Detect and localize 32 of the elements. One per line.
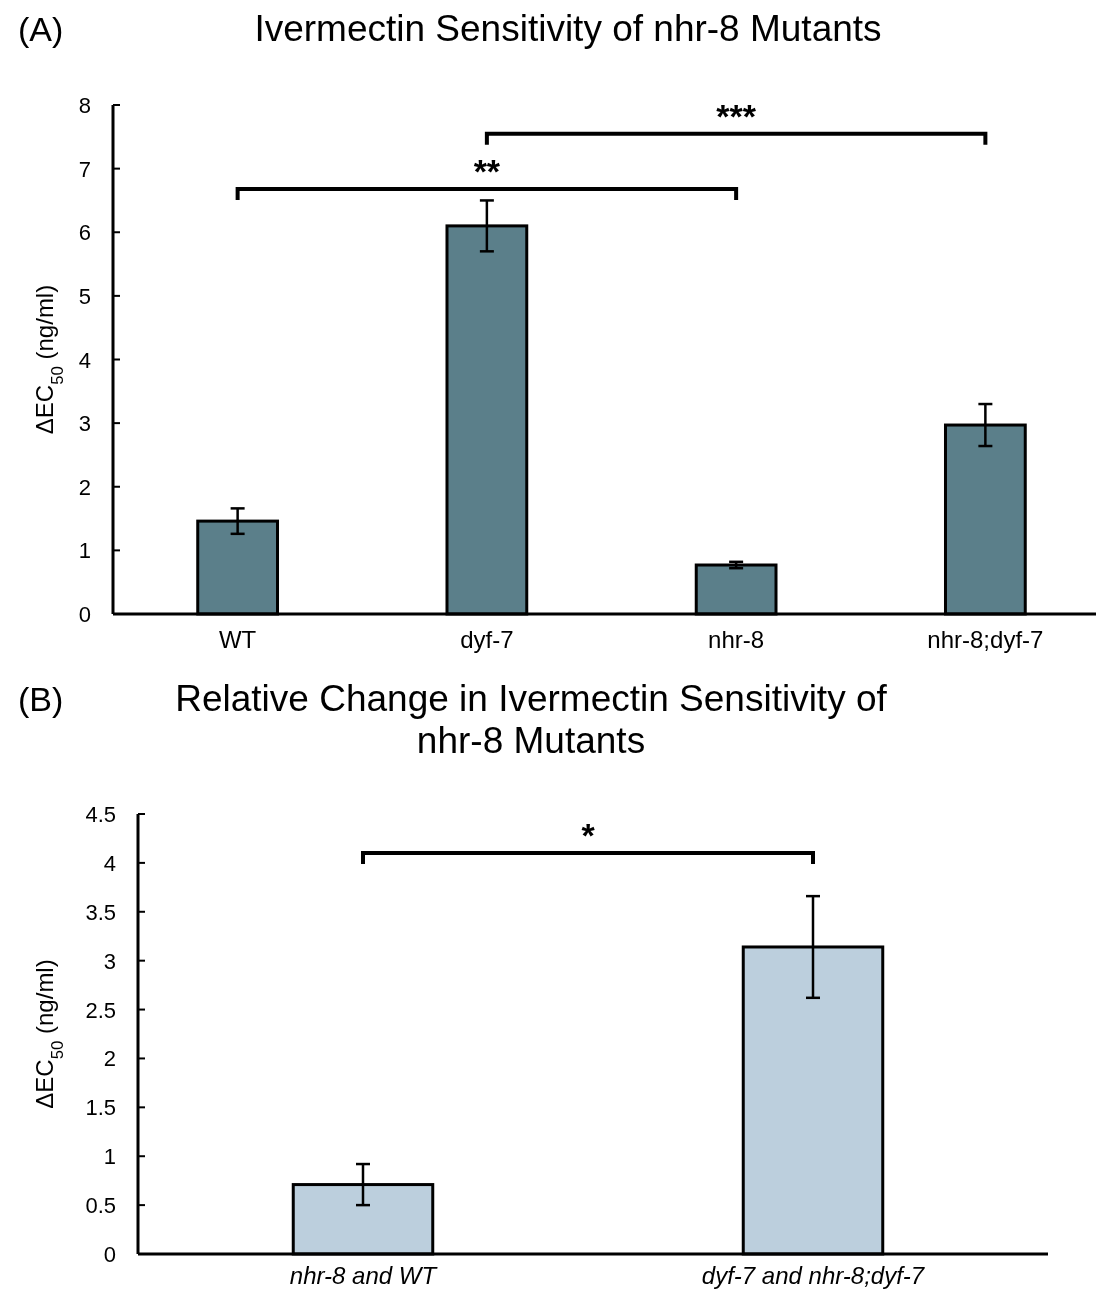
y-tick-label: 0 [78, 602, 91, 627]
y-tick-label: 1 [103, 1144, 116, 1170]
y-tick-label: 4 [78, 347, 91, 373]
y-tick-label: 8 [78, 93, 91, 118]
chart-title: Relative Change in Ivermectin Sensitivity of nhr-8 Mutants [175, 678, 888, 761]
y-tick-label: 1.5 [85, 1095, 116, 1121]
y-tick-label: 7 [78, 156, 91, 182]
y-tick-label: 2 [103, 1046, 116, 1072]
y-tick-label: 4.5 [85, 802, 116, 827]
y-tick-label: 3 [103, 948, 116, 974]
x-tick-label: dyf-7 [460, 626, 514, 653]
y-tick-label: 3.5 [85, 899, 116, 925]
y-tick-label: 5 [78, 283, 91, 309]
x-tick-label: nhr-8 [708, 626, 765, 653]
y-tick-label: 0.5 [85, 1193, 116, 1219]
annotation: *** [716, 96, 757, 135]
y-tick-label: 3 [78, 411, 91, 437]
annotation: ** [473, 151, 501, 190]
x-tick-label: nhr-8 and WT [289, 1262, 439, 1289]
annotation: * [581, 816, 596, 855]
y-tick-label: 2 [78, 474, 91, 500]
x-tick-label: nhr-8;dyf-7 [927, 626, 1044, 653]
y-tick-label: 2.5 [85, 997, 116, 1023]
text: (A) [18, 10, 64, 48]
y-tick-label: 6 [78, 220, 91, 246]
x-tick-label: WT [218, 626, 257, 653]
chart-title: Ivermectin Sensitivity of nhr-8 Mutants [254, 8, 882, 49]
y-tick-label: 4 [103, 850, 116, 876]
y-tick-label: 0 [103, 1242, 116, 1267]
text: (B) [18, 680, 64, 718]
x-tick-label: dyf-7 and nhr-8;dyf-7 [701, 1262, 926, 1289]
y-tick-label: 1 [78, 538, 91, 564]
